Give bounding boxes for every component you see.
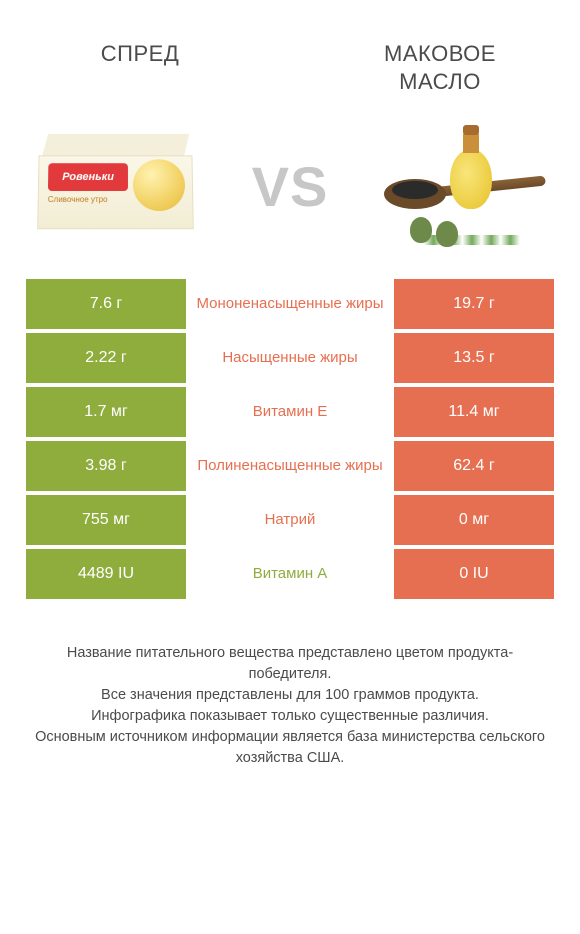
title-right: МАКОВОЕ МАСЛО <box>340 40 540 95</box>
value-left: 3.98 г <box>26 441 186 491</box>
footer-line: Название питательного вещества представл… <box>30 643 550 685</box>
nutrient-label: Полиненасыщенные жиры <box>186 441 394 491</box>
vs-row: Ровеньки Сливочное утро VS <box>0 115 580 279</box>
table-row: 755 мгНатрий0 мг <box>26 495 554 545</box>
value-right: 13.5 г <box>394 333 554 383</box>
value-left: 755 мг <box>26 495 186 545</box>
value-left: 1.7 мг <box>26 387 186 437</box>
vs-label: VS <box>252 154 329 219</box>
spread-subtext: Сливочное утро <box>47 195 107 204</box>
value-left: 2.22 г <box>26 333 186 383</box>
table-row: 1.7 мгВитамин E11.4 мг <box>26 387 554 437</box>
nutrient-label: Витамин A <box>186 549 394 599</box>
comparison-table: 7.6 гМононенасыщенные жиры19.7 г2.22 гНа… <box>0 279 580 599</box>
value-right: 19.7 г <box>394 279 554 329</box>
footer-notes: Название питательного вещества представл… <box>0 603 580 769</box>
spread-package-icon: Ровеньки Сливочное утро <box>37 144 194 230</box>
product-image-left: Ровеньки Сливочное утро <box>30 121 200 251</box>
table-row: 2.22 гНасыщенные жиры13.5 г <box>26 333 554 383</box>
table-row: 4489 IUВитамин A0 IU <box>26 549 554 599</box>
poppy-oil-icon <box>380 121 550 251</box>
nutrient-label: Витамин E <box>186 387 394 437</box>
value-left: 4489 IU <box>26 549 186 599</box>
spread-logo: Ровеньки <box>47 163 127 191</box>
value-left: 7.6 г <box>26 279 186 329</box>
value-right: 0 IU <box>394 549 554 599</box>
titles-row: СПРЕД МАКОВОЕ МАСЛО <box>0 0 580 115</box>
table-row: 3.98 гПолиненасыщенные жиры62.4 г <box>26 441 554 491</box>
value-right: 11.4 мг <box>394 387 554 437</box>
footer-line: Основным источником информации является … <box>30 727 550 769</box>
table-row: 7.6 гМононенасыщенные жиры19.7 г <box>26 279 554 329</box>
title-left: СПРЕД <box>40 40 240 95</box>
product-image-right <box>380 121 550 251</box>
footer-line: Все значения представлены для 100 граммо… <box>30 685 550 706</box>
nutrient-label: Натрий <box>186 495 394 545</box>
nutrient-label: Мононенасыщенные жиры <box>186 279 394 329</box>
nutrient-label: Насыщенные жиры <box>186 333 394 383</box>
value-right: 62.4 г <box>394 441 554 491</box>
footer-line: Инфографика показывает только существенн… <box>30 706 550 727</box>
value-right: 0 мг <box>394 495 554 545</box>
